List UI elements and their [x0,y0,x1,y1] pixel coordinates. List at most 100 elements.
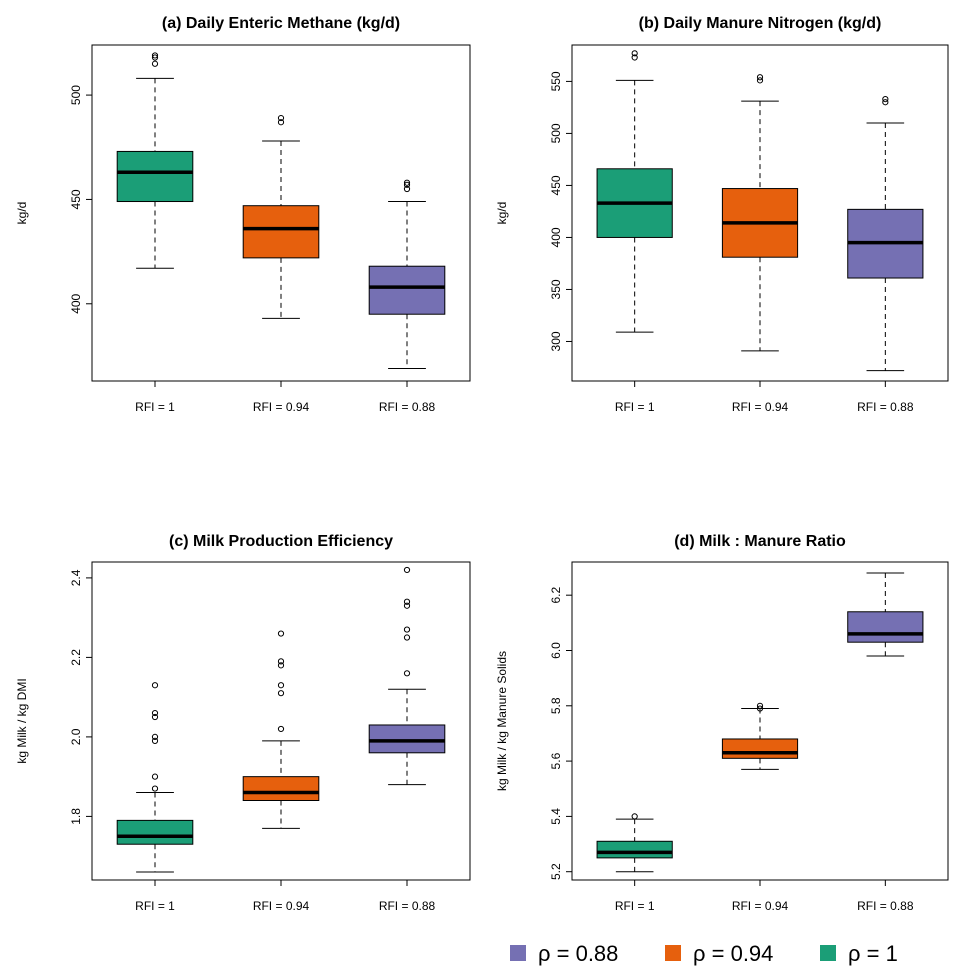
y-tick-label: 5.6 [549,752,563,769]
chart-title: (d) Milk : Manure Ratio [674,533,846,550]
outlier-point [277,114,285,122]
outlier-point [631,50,638,57]
outlier-point [882,95,889,103]
x-tick-label: RFI = 1 [135,400,175,414]
y-tick-label: 450 [549,175,563,195]
chart-title: (a) Daily Enteric Methane (kg/d) [162,15,400,32]
iqr-box [368,724,446,754]
y-axis-label: kg Milk / kg Manure Solids [495,651,509,791]
y-tick-label: 2.2 [69,649,83,666]
outlier-point [631,54,638,61]
outlier-point [151,54,159,61]
box-3 [847,572,924,657]
box-1 [596,813,673,873]
box-3 [368,566,446,786]
y-tick-label: 450 [69,189,83,209]
legend-label: ρ = 1 [848,941,898,966]
box-2 [242,630,320,829]
outlier-point [403,185,411,193]
box-1 [596,50,673,333]
legend-swatch [510,945,526,961]
outlier-point [631,813,638,820]
outlier-point [277,682,285,689]
x-tick-label: RFI = 0.94 [732,899,789,913]
outlier-point [756,77,764,84]
y-tick-label: 500 [549,123,563,143]
iqr-box [116,150,194,203]
legend-label: ρ = 0.88 [538,941,618,966]
outlier-point [882,99,889,106]
box-2 [721,74,799,352]
y-tick-label: 300 [549,331,563,351]
outlier-point [403,181,411,188]
outlier-point [277,725,285,733]
box-2 [242,114,320,319]
panel-a: (a) Daily Enteric Methane (kg/d) kg/d 400 4… [15,15,471,414]
legend-swatch [665,945,681,961]
iqr-box [368,265,446,315]
y-axis-label: kg Milk / kg DMI [15,678,29,763]
x-tick-label: RFI = 0.88 [857,899,914,913]
y-tick-label: 350 [549,279,563,299]
x-tick-label: RFI = 0.88 [857,400,914,414]
panel-c: (c) Milk Production Efficiency kg Milk / … [15,533,471,913]
y-tick-label: 500 [69,85,83,105]
chart-title: (c) Milk Production Efficiency [169,533,393,550]
outlier-point [277,658,285,665]
y-tick-label: 550 [549,71,563,91]
outlier-point [403,602,411,609]
iqr-box [242,776,320,802]
outlier-point [277,690,285,697]
y-tick-label: 6.2 [549,587,563,604]
y-axis-label: kg/d [495,202,509,225]
y-tick-label: 2.4 [69,569,83,586]
box-1 [116,52,194,269]
legend-item: ρ = 1 [820,941,898,966]
box-1 [116,682,194,873]
x-tick-label: RFI = 0.94 [253,899,310,913]
x-tick-label: RFI = 0.88 [379,400,436,414]
outlier-point [403,634,411,641]
outlier-point [151,709,159,717]
outlier-point [277,662,285,669]
outlier-point [151,785,159,792]
outlier-point [403,670,411,677]
x-tick-label: RFI = 1 [615,899,655,913]
chart-title: (b) Daily Manure Nitrogen (kg/d) [639,15,882,32]
y-tick-label: 5.4 [549,808,563,825]
outlier-point [756,705,764,712]
outlier-point [151,52,159,59]
iqr-box [116,819,194,845]
outlier-point [403,179,411,186]
outlier-point [151,682,159,689]
outlier-point [403,566,411,574]
outlier-point [756,74,764,81]
iqr-box [242,205,320,259]
box-3 [847,95,924,372]
legend-swatch [820,945,836,961]
outlier-point [403,598,411,605]
outlier-point [756,702,764,709]
y-tick-label: 400 [69,293,83,313]
box-3 [368,179,446,369]
legend: ρ = 0.88 ρ = 0.94 ρ = 1 [510,941,898,966]
outlier-point [403,626,411,633]
x-tick-label: RFI = 0.88 [379,899,436,913]
y-tick-label: 1.8 [69,808,83,825]
outlier-point [151,713,159,721]
iqr-box [721,738,799,759]
outlier-point [151,773,159,780]
legend-item: ρ = 0.94 [665,941,773,966]
outlier-point [277,630,285,637]
y-tick-label: 5.8 [549,697,563,714]
box-2 [721,702,799,770]
iqr-box [596,840,673,859]
x-tick-label: RFI = 0.94 [732,400,789,414]
legend-item: ρ = 0.88 [510,941,618,966]
outlier-point [151,60,159,67]
panel-d: (d) Milk : Manure Ratio kg Milk / kg Manu… [495,533,949,913]
legend-label: ρ = 0.94 [693,941,773,966]
outlier-point [151,737,159,744]
y-tick-label: 400 [549,227,563,247]
